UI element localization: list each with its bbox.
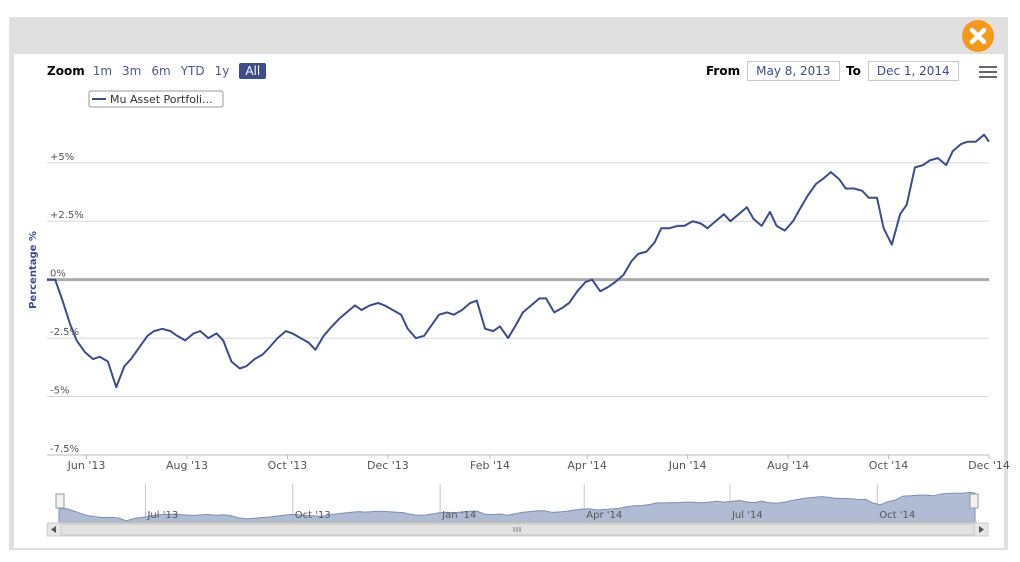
range-to: To Dec 1, 2014 (846, 61, 959, 81)
navigator-right-handle[interactable] (969, 493, 979, 509)
menu-button[interactable] (979, 66, 997, 80)
navigator-tick-label: Jul '14 (731, 510, 763, 521)
navigator-tick-label: Oct '14 (879, 510, 915, 521)
grip-icon (513, 527, 521, 532)
zoom-3m-button[interactable]: 3m (122, 64, 142, 78)
legend-series-label: Mu Asset Portfoli... (110, 93, 213, 106)
legend[interactable]: Mu Asset Portfoli... (88, 90, 224, 108)
zoom-ytd-button[interactable]: YTD (180, 64, 205, 78)
arrow-left-icon (51, 526, 56, 533)
navigator-area (58, 491, 976, 523)
zoom-1y-button[interactable]: 1y (214, 64, 230, 78)
zoom-6m-button[interactable]: 6m (151, 64, 171, 78)
zoom-selector: Zoom 1m 3m 6m YTD 1y All (47, 62, 276, 80)
zoom-1m-button[interactable]: 1m (92, 64, 113, 78)
navigator-tick-label: Jul '13 (146, 510, 178, 521)
to-label: To (846, 64, 861, 78)
arrow-right-icon (979, 526, 984, 533)
from-label: From (706, 64, 741, 78)
navigator-tick-label: Oct '13 (295, 510, 331, 521)
navigator[interactable]: Jul '13 Oct '13 Jan '14 Apr '14 Jul '14 Oct '… (55, 484, 979, 523)
scrollbar[interactable] (46, 522, 989, 537)
to-date-input[interactable]: Dec 1, 2014 (867, 61, 959, 81)
from-date-input[interactable]: May 8, 2013 (747, 61, 840, 81)
navigator-tick-label: Apr '14 (586, 510, 622, 521)
close-button[interactable] (961, 19, 995, 53)
chart-container (14, 54, 1004, 548)
close-icon (962, 20, 994, 52)
navigator-left-handle[interactable] (55, 493, 65, 509)
range-from: From May 8, 2013 (706, 61, 840, 81)
navigator-tick-label: Jan '14 (441, 510, 476, 521)
hamburger-icon (979, 66, 997, 68)
zoom-all-button[interactable]: All (239, 63, 267, 79)
zoom-title: Zoom (47, 64, 85, 78)
